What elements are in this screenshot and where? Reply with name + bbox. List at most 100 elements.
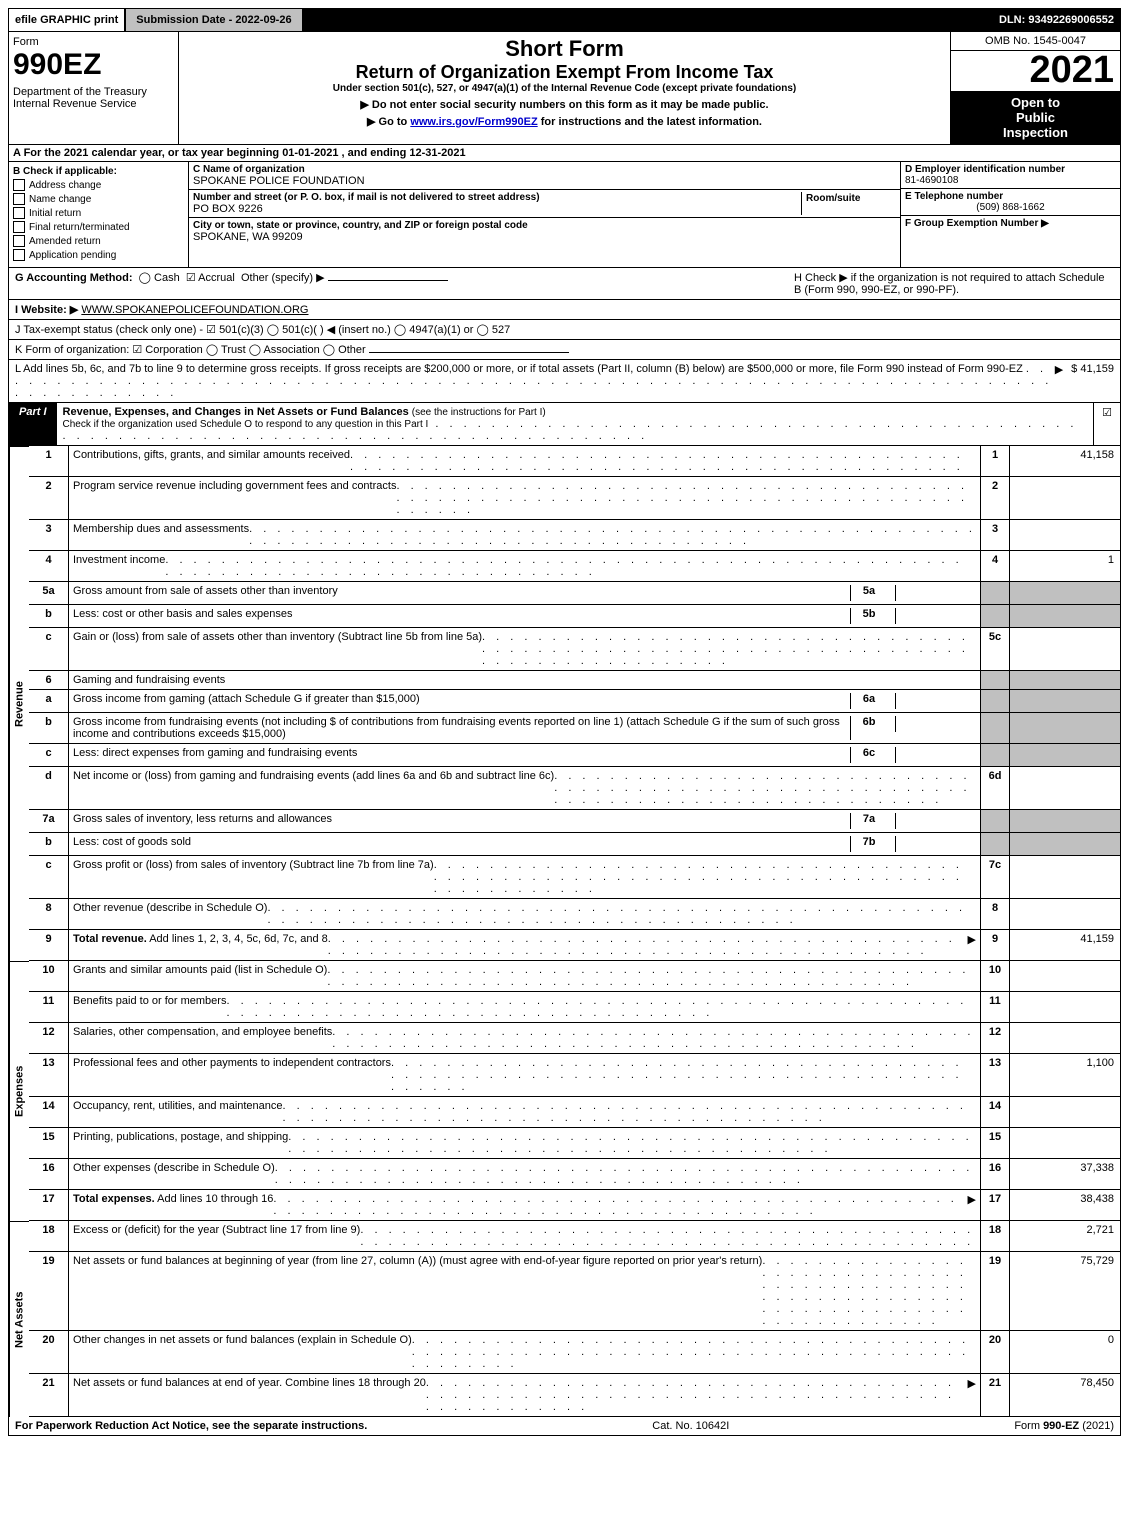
line-desc: Less: cost of goods sold7b: [69, 833, 980, 856]
line-val: 1,100: [1010, 1054, 1120, 1097]
line-num: 19: [29, 1252, 69, 1331]
c-city-value: SPOKANE, WA 99209: [193, 231, 896, 243]
block-bcd: B Check if applicable: Address change Na…: [8, 162, 1121, 268]
g-label: G Accounting Method:: [15, 272, 133, 284]
footer-formnum: Form 990-EZ (2021): [1014, 1420, 1114, 1432]
line-val: [1010, 582, 1120, 605]
line-j: J Tax-exempt status (check only one) - ☑…: [8, 320, 1121, 340]
line-desc: Grants and similar amounts paid (list in…: [69, 961, 980, 992]
line-desc: Gross amount from sale of assets other t…: [69, 582, 980, 605]
line-rnum: 19: [980, 1252, 1010, 1331]
c-street-row: Number and street (or P. O. box, if mail…: [189, 190, 900, 218]
l-value: $ 41,159: [1071, 363, 1114, 399]
chk-app-pending[interactable]: [13, 249, 25, 261]
form-word: Form: [13, 36, 174, 48]
line-desc: Excess or (deficit) for the year (Subtra…: [69, 1221, 980, 1252]
line-g-h: G Accounting Method: ◯ Cash ☑ Accrual Ot…: [8, 268, 1121, 300]
line-num: d: [29, 767, 69, 810]
line-rnum: 13: [980, 1054, 1010, 1097]
efile-print-label[interactable]: efile GRAPHIC print: [9, 9, 124, 31]
line-i: I Website: ▶ WWW.SPOKANEPOLICEFOUNDATION…: [8, 300, 1121, 320]
line-num: b: [29, 605, 69, 628]
subline: Under section 501(c), 527, or 4947(a)(1)…: [183, 83, 946, 94]
d-ein: D Employer identification number 81-4690…: [901, 162, 1120, 189]
line-rnum: 4: [980, 551, 1010, 582]
line-desc: Membership dues and assessments: [69, 520, 980, 551]
line-num: 14: [29, 1097, 69, 1128]
line-rnum: [980, 833, 1010, 856]
title-block: Short Form Return of Organization Exempt…: [179, 32, 950, 144]
lbl-address-change: Address change: [29, 180, 101, 191]
line-desc: Gross income from fundraising events (no…: [69, 713, 980, 744]
line-rnum: [980, 690, 1010, 713]
part1-checkbox[interactable]: ☑: [1093, 403, 1120, 445]
i-website-value[interactable]: WWW.SPOKANEPOLICEFOUNDATION.ORG: [81, 304, 308, 316]
line-rnum: [980, 671, 1010, 690]
line-val: 0: [1010, 1331, 1120, 1374]
line-rnum: 5c: [980, 628, 1010, 671]
chk-amended[interactable]: [13, 235, 25, 247]
g-cash: Cash: [154, 272, 180, 284]
c-name-label: C Name of organization: [193, 164, 896, 175]
line-desc: Less: direct expenses from gaming and fu…: [69, 744, 980, 767]
line-desc: Net assets or fund balances at end of ye…: [69, 1374, 980, 1417]
line-num: c: [29, 628, 69, 671]
line-num: c: [29, 856, 69, 899]
line-rnum: 20: [980, 1331, 1010, 1374]
line-val: 78,450: [1010, 1374, 1120, 1417]
d-ein-label: D Employer identification number: [905, 164, 1065, 175]
line-desc: Net income or (loss) from gaming and fun…: [69, 767, 980, 810]
chk-name-change[interactable]: [13, 193, 25, 205]
revenue-table: Revenue 1Contributions, gifts, grants, a…: [8, 446, 1121, 961]
line-rnum: [980, 713, 1010, 744]
line-rnum: 6d: [980, 767, 1010, 810]
line-rnum: 15: [980, 1128, 1010, 1159]
h-text: H Check ▶ if the organization is not req…: [794, 272, 1105, 296]
line-num: b: [29, 713, 69, 744]
line-val: 41,159: [1010, 930, 1120, 961]
open-line2: Public: [955, 110, 1116, 125]
line-num: 4: [29, 551, 69, 582]
line-rnum: 8: [980, 899, 1010, 930]
line-desc: Gaming and fundraising events: [69, 671, 980, 690]
line-num: c: [29, 744, 69, 767]
lbl-name-change: Name change: [29, 194, 91, 205]
line-rnum: 14: [980, 1097, 1010, 1128]
line-num: 12: [29, 1023, 69, 1054]
d-group-label: F Group Exemption Number ▶: [905, 218, 1049, 229]
chk-initial-return[interactable]: [13, 207, 25, 219]
line-desc: Other changes in net assets or fund bala…: [69, 1331, 980, 1374]
dept-treasury: Department of the Treasury Internal Reve…: [13, 86, 174, 110]
form-header: Form 990EZ Department of the Treasury In…: [8, 32, 1121, 145]
line-val: [1010, 992, 1120, 1023]
line-rnum: 21: [980, 1374, 1010, 1417]
line-num: 8: [29, 899, 69, 930]
chk-address-change[interactable]: [13, 179, 25, 191]
part1-label: Part I: [9, 403, 57, 445]
line-val: [1010, 628, 1120, 671]
line-l: L Add lines 5b, 6c, and 7b to line 9 to …: [8, 360, 1121, 403]
line-desc: Gross sales of inventory, less returns a…: [69, 810, 980, 833]
chk-final-return[interactable]: [13, 221, 25, 233]
line-k: K Form of organization: ☑ Corporation ◯ …: [8, 340, 1121, 360]
line-num: b: [29, 833, 69, 856]
netassets-table: Net Assets 18Excess or (deficit) for the…: [8, 1221, 1121, 1417]
k-text: K Form of organization: ☑ Corporation ◯ …: [15, 344, 366, 356]
short-form-heading: Short Form: [183, 36, 946, 62]
line-rnum: 18: [980, 1221, 1010, 1252]
submission-date-badge: Submission Date - 2022-09-26: [126, 9, 301, 31]
line-desc: Net assets or fund balances at beginning…: [69, 1252, 980, 1331]
line-val: [1010, 1097, 1120, 1128]
i-label: I Website: ▶: [15, 304, 78, 316]
goto-line: ▶ Go to www.irs.gov/Form990EZ for instru…: [183, 115, 946, 128]
c-city-row: City or town, state or province, country…: [189, 218, 900, 245]
line-num: 17: [29, 1190, 69, 1221]
g-accrual: Accrual: [198, 272, 235, 284]
j-text: J Tax-exempt status (check only one) - ☑…: [15, 324, 510, 336]
line-desc: Benefits paid to or for members: [69, 992, 980, 1023]
line-h: H Check ▶ if the organization is not req…: [794, 271, 1114, 296]
b-header: B Check if applicable:: [13, 166, 184, 177]
line-num: 21: [29, 1374, 69, 1417]
irs-link[interactable]: www.irs.gov/Form990EZ: [410, 116, 537, 128]
line-val: [1010, 671, 1120, 690]
